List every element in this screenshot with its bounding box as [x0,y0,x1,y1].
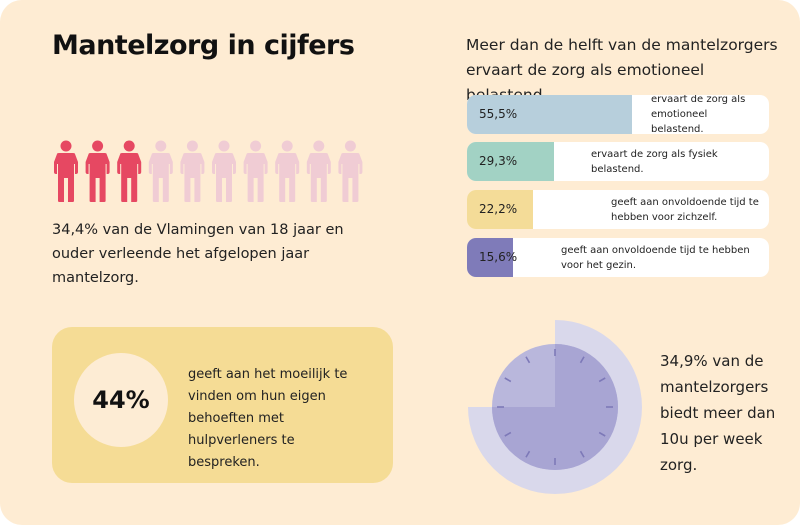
clock-icon [468,320,642,494]
bar-fill [467,95,633,134]
bar-fill [467,190,534,229]
clock-tick [579,450,585,458]
bar-category-label: geeft aan onvoldoende tijd te hebben voo… [611,196,759,223]
stat-circle-value: 44% [74,353,168,447]
clock-tick [525,356,531,364]
clock-tick [504,431,512,437]
person-icon [212,140,236,202]
person-icon [117,140,142,202]
bar-category-label: ervaart de zorg als fysiek belastend. [591,148,718,175]
bar-row: 15,6% geeft aan onvoldoende tijd te hebbe… [467,238,769,277]
person-icon [306,140,331,202]
person-icon [54,140,78,202]
person-icon [85,140,110,202]
bar-fill [467,142,555,181]
clock-tick [598,377,606,383]
bar-category-label: ervaart de zorg als emotioneel belastend… [651,95,746,134]
bar-category-label: geeft aan onvoldoende tijd te hebben voo… [561,244,750,271]
bar-row: 22,2% geeft aan onvoldoende tijd te hebbe… [467,190,769,229]
bar-value-label: 55,5% [479,107,518,121]
clock-tick [525,450,531,458]
person-icon [148,140,173,202]
people-icons [54,140,363,202]
people-stat-text: 34,4% van de Vlamingen van 18 jaar en ou… [52,222,344,286]
bar-value-label: 22,2% [479,202,518,216]
bar-fill [467,238,514,277]
person-icon [243,140,268,202]
clock-tick [504,377,512,383]
page-title: Mantelzorg in cijfers [52,30,355,61]
bar-row: 29,3% ervaart de zorg als fysiek belasten… [467,142,769,181]
clock-tick [579,356,585,364]
clock-filled-sector [492,344,618,470]
bar-value-label: 29,3% [479,154,518,168]
bar-row: 55,5% ervaart de zorg als emotioneel bela… [467,95,769,134]
bar-value-label: 15,6% [479,250,518,264]
person-icon [180,140,205,202]
person-icon [275,140,300,202]
stat-box-text: geeft aan het moeilijk te vinden om hun … [188,367,348,470]
clock-stat-text: 34,9% van de mantelzorgers biedt meer da… [660,352,776,474]
person-icon [338,140,363,202]
clock-tick [598,431,606,437]
